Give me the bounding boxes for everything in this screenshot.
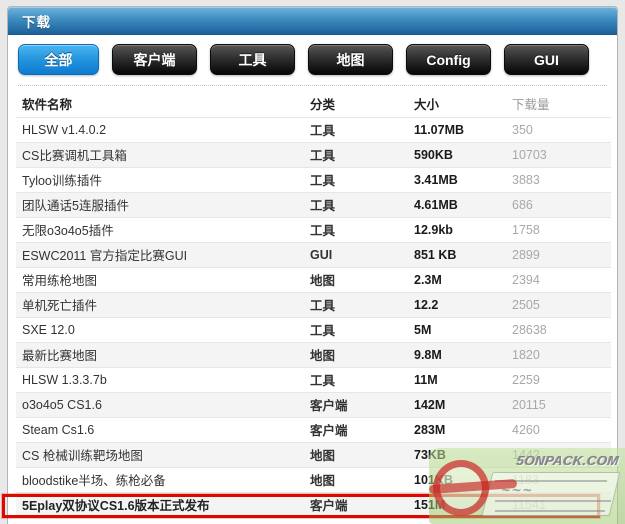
cell-size: 12.2 <box>414 297 439 312</box>
cell-dlc: 1820 <box>512 347 540 362</box>
cell-size: 5M <box>414 322 432 337</box>
cell-name[interactable]: 5Eplay双协议CS1.6版本正式发布 <box>22 499 210 514</box>
cell-dlc: 28638 <box>512 322 547 337</box>
cell-dlc: 1758 <box>512 222 540 237</box>
cell-cat: 工具 <box>310 149 336 163</box>
cell-dlc: 20115 <box>512 397 546 412</box>
cell-name[interactable]: SXE 12.0 <box>22 322 75 337</box>
cell-dlc: 350 <box>512 122 533 137</box>
download-panel: 下载 全部 客户端 工具 地图 Config GUI 软件名称 分类 大小 下载量 HLS… <box>7 6 618 524</box>
table-row: CS 枪械训练靶场地图 地图 73KB 1442 <box>16 442 611 467</box>
cell-cat: 地图 <box>310 274 336 288</box>
tab-all[interactable]: 全部 <box>18 44 99 75</box>
cell-cat: 工具 <box>310 199 336 213</box>
cell-size: 851 KB <box>414 247 457 262</box>
table-row: 团队通话5连服插件 工具 4.61MB 686 <box>16 192 611 217</box>
cell-dlc: 10703 <box>512 147 547 162</box>
cell-size: 73KB <box>414 447 446 462</box>
category-tabs: 全部 客户端 工具 地图 Config GUI <box>8 35 617 75</box>
cell-cat: 工具 <box>310 124 336 138</box>
cell-size: 283M <box>414 422 446 437</box>
cell-name[interactable]: HLSW 1.3.3.7b <box>22 372 107 387</box>
tab-gui[interactable]: GUI <box>504 44 589 75</box>
cell-name[interactable]: HLSW v1.4.0.2 <box>22 122 107 137</box>
cell-dlc: 1183 <box>512 472 539 487</box>
cell-cat: 工具 <box>310 299 336 313</box>
cell-name[interactable]: o3o4o5 CS1.6 <box>22 397 102 412</box>
cell-name[interactable]: 无限o3o4o5插件 <box>22 224 114 238</box>
cell-name[interactable]: Steam Cs1.6 <box>22 422 95 437</box>
cell-dlc: 11541 <box>512 497 546 512</box>
table-row: 无限o3o4o5插件 工具 12.9kb 1758 <box>16 217 611 242</box>
cell-cat: 客户端 <box>310 499 348 514</box>
table-row: 最新比赛地图 地图 9.8M 1820 <box>16 342 611 367</box>
cell-dlc: 4260 <box>512 422 540 437</box>
table-row: HLSW 1.3.3.7b 工具 11M 2259 <box>16 367 611 392</box>
cell-name[interactable]: 最新比赛地图 <box>22 349 98 363</box>
table-row: CS比赛调机工具箱 工具 590KB 10703 <box>16 142 611 167</box>
downloads-table: 软件名称 分类 大小 下载量 HLSW v1.4.0.2 工具 11.07MB 350… <box>16 90 611 517</box>
column-header-name: 软件名称 <box>22 97 73 112</box>
column-header-downloads: 下载量 <box>512 97 550 112</box>
tab-client[interactable]: 客户端 <box>112 44 197 75</box>
cell-cat: 地图 <box>310 449 336 463</box>
cell-cat: 工具 <box>310 324 336 338</box>
cell-cat: 地图 <box>310 474 336 488</box>
table-row: HLSW v1.4.0.2 工具 11.07MB 350 <box>16 117 611 142</box>
tab-map[interactable]: 地图 <box>308 44 393 75</box>
cell-cat: 工具 <box>310 374 336 388</box>
table-row: 单机死亡插件 工具 12.2 2505 <box>16 292 611 317</box>
highlighted-row: 5Eplay双协议CS1.6版本正式发布 客户端 151M 11541 <box>16 492 611 517</box>
cell-dlc: 2394 <box>512 272 540 287</box>
cell-cat: 工具 <box>310 174 336 188</box>
cell-name[interactable]: 常用练枪地图 <box>22 274 98 288</box>
tabs-divider <box>18 85 607 86</box>
table-row: Tyloo训练插件 工具 3.41MB 3883 <box>16 167 611 192</box>
table-row: SXE 12.0 工具 5M 28638 <box>16 317 611 342</box>
cell-dlc: 686 <box>512 197 533 212</box>
cell-size: 101KB <box>414 472 453 487</box>
column-header-size: 大小 <box>414 97 440 112</box>
cell-name[interactable]: CS比赛调机工具箱 <box>22 149 127 163</box>
cell-dlc: 1442 <box>512 447 540 462</box>
panel-titlebar: 下载 <box>8 7 617 35</box>
cell-name[interactable]: CS 枪械训练靶场地图 <box>22 449 143 463</box>
cell-size: 142M <box>414 397 446 412</box>
table-row: bloodstike半场、练枪必备 地图 101KB 1183 <box>16 467 611 492</box>
cell-dlc: 2505 <box>512 297 540 312</box>
table-header-row: 软件名称 分类 大小 下载量 <box>16 90 611 117</box>
cell-size: 2.3M <box>414 272 442 287</box>
cell-cat: GUI <box>310 247 333 262</box>
table-row: 常用练枪地图 地图 2.3M 2394 <box>16 267 611 292</box>
cell-cat: 客户端 <box>310 399 348 413</box>
cell-cat: 地图 <box>310 349 336 363</box>
tab-tool[interactable]: 工具 <box>210 44 295 75</box>
cell-size: 151M <box>414 497 446 512</box>
cell-size: 12.9kb <box>414 222 453 237</box>
cell-cat: 客户端 <box>310 424 348 438</box>
tab-config[interactable]: Config <box>406 44 491 75</box>
cell-dlc: 2259 <box>512 372 540 387</box>
cell-size: 9.8M <box>414 347 442 362</box>
cell-name[interactable]: ESWC2011 官方指定比赛GUI <box>22 249 188 263</box>
cell-size: 11.07MB <box>414 122 465 137</box>
cell-name[interactable]: 单机死亡插件 <box>22 299 98 313</box>
cell-size: 4.61MB <box>414 197 458 212</box>
cell-size: 590KB <box>414 147 453 162</box>
cell-dlc: 2899 <box>512 247 540 262</box>
table-row: Steam Cs1.6 客户端 283M 4260 <box>16 417 611 442</box>
column-header-category: 分类 <box>310 97 336 112</box>
page-title: 下载 <box>22 14 51 30</box>
cell-cat: 工具 <box>310 224 336 238</box>
cell-name[interactable]: Tyloo训练插件 <box>22 174 102 188</box>
table-row: ESWC2011 官方指定比赛GUI GUI 851 KB 2899 <box>16 242 611 267</box>
cell-dlc: 3883 <box>512 172 540 187</box>
cell-name[interactable]: bloodstike半场、练枪必备 <box>22 474 166 488</box>
cell-size: 3.41MB <box>414 172 458 187</box>
cell-name[interactable]: 团队通话5连服插件 <box>22 199 129 213</box>
table-row: o3o4o5 CS1.6 客户端 142M 20115 <box>16 392 611 417</box>
cell-size: 11M <box>414 372 438 387</box>
